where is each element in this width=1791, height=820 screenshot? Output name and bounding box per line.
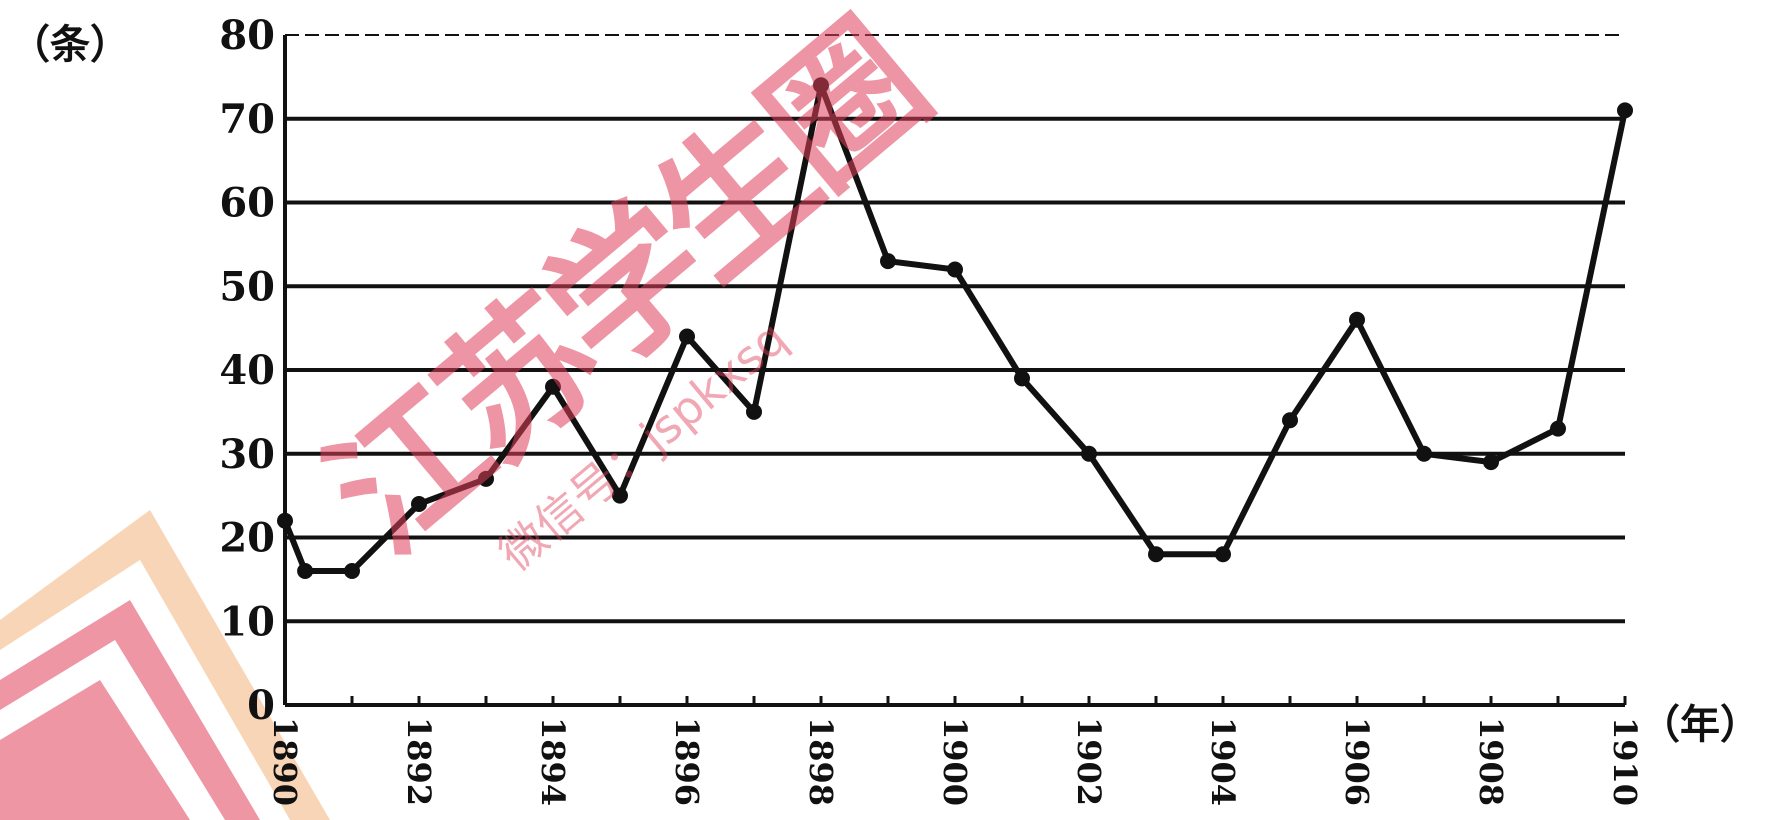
- y-tick-label: 10: [219, 598, 275, 645]
- y-tick-label: 40: [219, 347, 275, 394]
- data-point: [1349, 311, 1365, 328]
- y-tick-label: 60: [219, 180, 275, 227]
- series-line: [282, 82, 1628, 574]
- x-tick-label: 1892: [400, 717, 438, 806]
- data-point: [1215, 546, 1231, 563]
- data-point: [1148, 546, 1164, 563]
- data-point: [1416, 445, 1432, 462]
- data-point: [545, 378, 561, 395]
- data-point: [411, 496, 427, 512]
- watermark-text: 江苏学生圈 微信号：jspkxsq: [298, 0, 954, 585]
- x-tick-label: 1900: [936, 717, 974, 806]
- data-point: [746, 403, 762, 420]
- data-point: [297, 563, 314, 579]
- x-tick-label: 1894: [534, 717, 572, 806]
- grid-lines: [285, 34, 1625, 624]
- data-point: [813, 77, 829, 94]
- data-point: [1550, 420, 1566, 437]
- x-tick-label: 1904: [1204, 717, 1242, 806]
- x-tick-label: 1902: [1070, 717, 1108, 806]
- data-point: [1081, 445, 1097, 462]
- x-tick-labels: 1890 1892 1894 1896 1898 1900 1902 1904 1906 1908…: [266, 717, 1644, 806]
- y-tick-label: 80: [219, 12, 275, 59]
- data-series: [277, 77, 1633, 579]
- x-tick-label: 1910: [1606, 717, 1644, 806]
- data-point: [478, 470, 494, 487]
- y-axis-unit: （条）: [10, 21, 130, 68]
- x-tick-label: 1906: [1338, 717, 1376, 806]
- y-tick-label: 30: [219, 431, 275, 478]
- data-point: [277, 512, 293, 529]
- x-tick-label: 1908: [1472, 717, 1510, 806]
- data-point: [1014, 370, 1030, 387]
- data-point: [947, 261, 963, 278]
- x-axis-unit: （年）: [1640, 701, 1760, 748]
- data-point: [1282, 412, 1298, 429]
- data-point: [1483, 454, 1499, 471]
- data-point: [344, 563, 360, 579]
- x-tick-label: 1898: [802, 717, 840, 806]
- watermark-logo: [0, 510, 330, 820]
- x-tick-label: 1890: [266, 717, 304, 806]
- axes: [283, 35, 1627, 707]
- data-point: [1617, 102, 1633, 119]
- data-point: [612, 487, 628, 504]
- y-tick-labels: 0 10 20 30 40 50 60 70 80: [219, 12, 275, 729]
- data-point: [679, 328, 695, 345]
- x-tick-label: 1896: [668, 717, 706, 806]
- y-tick-label: 0: [247, 682, 275, 729]
- y-tick-label: 70: [219, 96, 275, 143]
- y-tick-label: 50: [219, 263, 275, 310]
- y-tick-label: 20: [219, 515, 275, 562]
- data-point: [880, 253, 896, 270]
